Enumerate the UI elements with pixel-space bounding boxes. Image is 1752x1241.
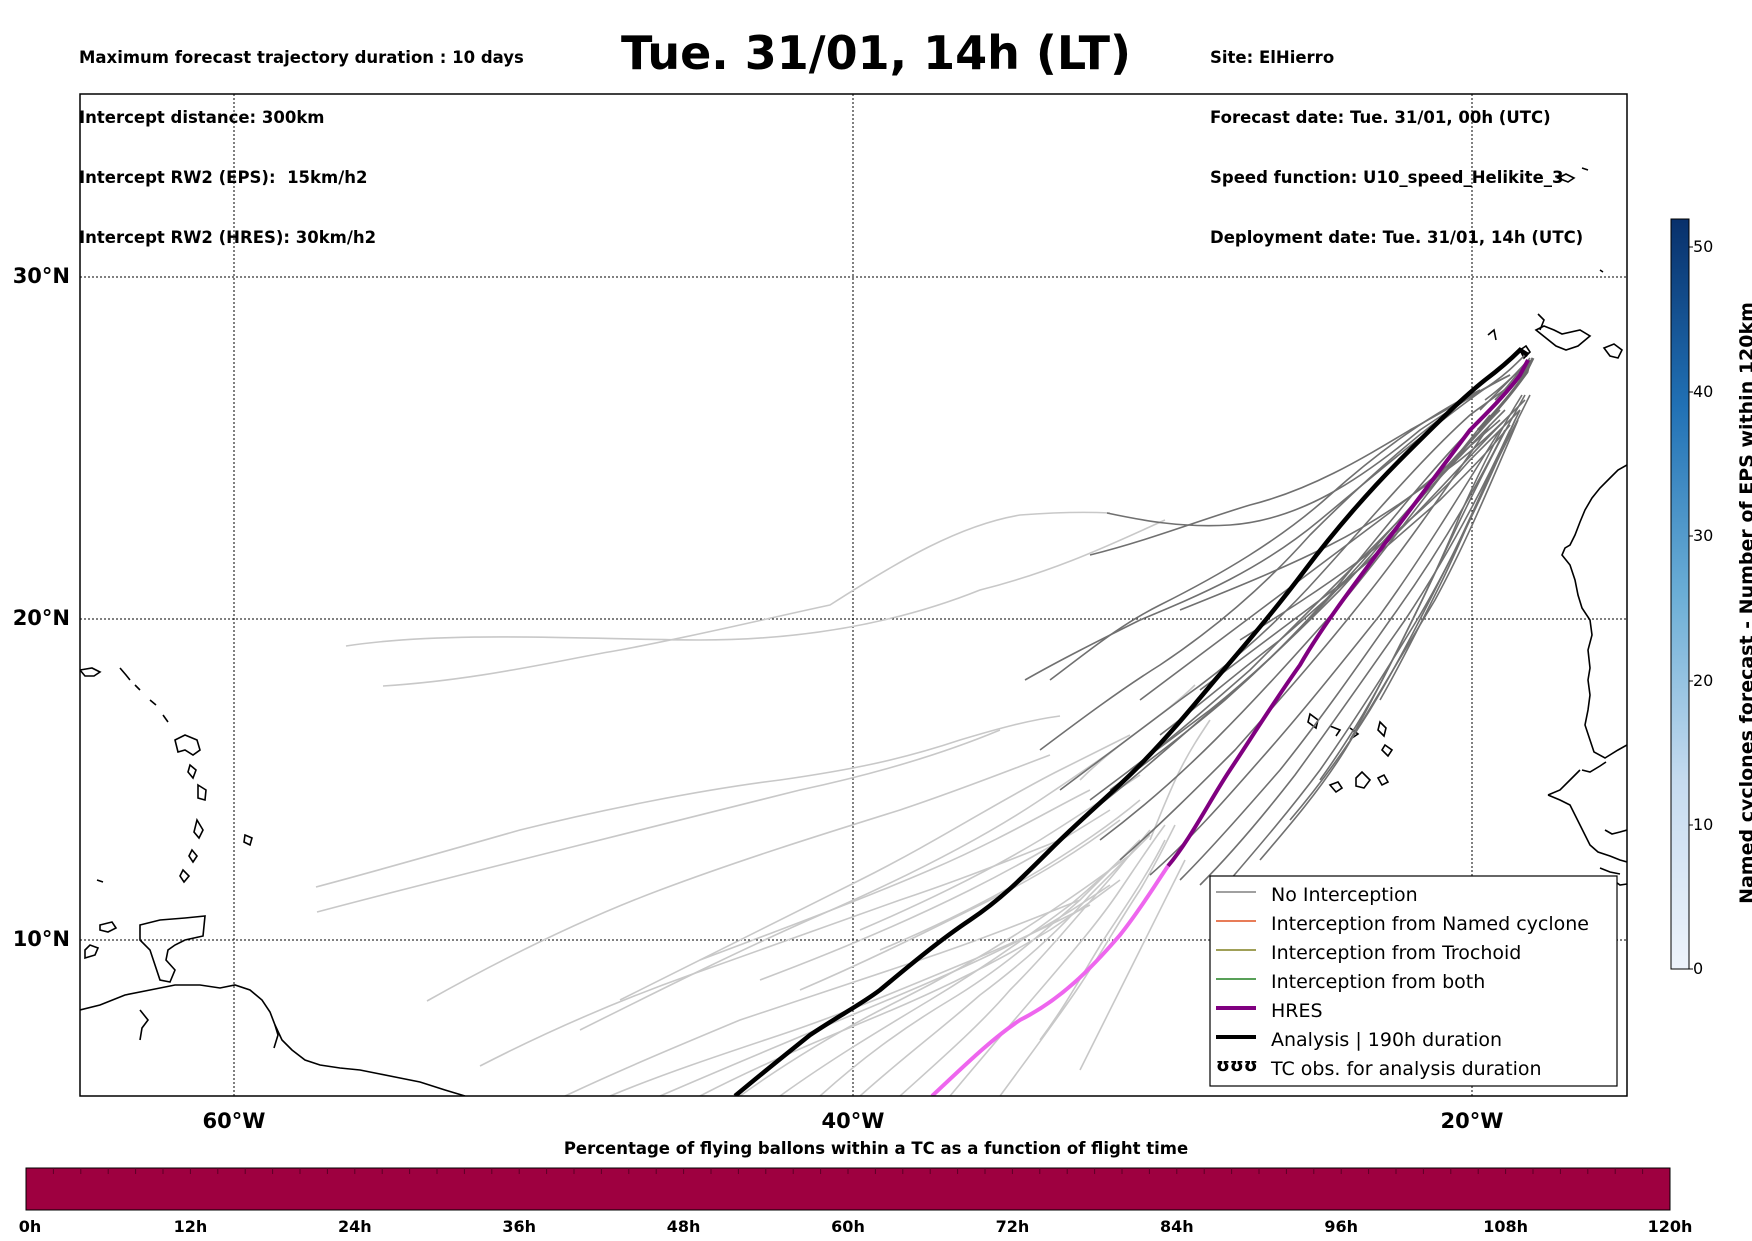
header-left-line-2: Intercept distance: 300km [79,108,325,127]
page-title: Tue. 31/01, 14h (LT) [621,26,1131,80]
bottom-tick-0h: 0h [18,1217,42,1236]
lon-label-20w: 20°W [1440,1109,1504,1133]
bottom-tick-108h: 108h [1483,1217,1528,1236]
lat-label-20: 20°N [12,606,70,630]
header-right-line-2: Forecast date: Tue. 31/01, 00h (UTC) [1210,108,1551,127]
map-frame [79,93,1628,1097]
legend-labels: No Interception Interception from Named … [1271,881,1589,1084]
colorbar-right [1670,218,1693,970]
coastlines [80,167,1627,1096]
lon-label-40w: 40°W [821,1109,885,1133]
bottom-tick-96h: 96h [1324,1217,1359,1236]
colorbar-title: Named cyclones forecast - Number of EPS … [1736,302,1752,904]
hres-trajectory-late [930,864,1170,1096]
lat-label-10: 10°N [12,927,70,951]
legend-named-cyclone: Interception from Named cyclone [1271,913,1589,935]
header-left-line-3: Intercept RW2 (EPS): 15km/h2 [79,168,368,187]
bottom-tick-84h: 84h [1159,1217,1194,1236]
bottom-tick-48h: 48h [666,1217,701,1236]
lat-label-30: 30°N [12,264,70,288]
lon-label-60w: 60°W [202,1109,266,1133]
bottom-bar-title: Percentage of flying ballons within a TC… [563,1139,1189,1158]
colorbar-tick-40: 40 [1693,382,1714,401]
legend-analysis: Analysis | 190h duration [1271,1029,1503,1051]
legend-no-interception: No Interception [1271,884,1418,906]
header-left-line-4: Intercept RW2 (HRES): 30km/h2 [79,228,377,247]
bottom-tick-24h: 24h [337,1217,372,1236]
trajectories-light [315,511,1211,1096]
trajectories-dark [1024,354,1531,886]
bottom-tick-72h: 72h [995,1217,1030,1236]
bottom-bar [25,1167,1671,1211]
header-right: Site: ElHierro Forecast date: Tue. 31/01… [1210,8,1583,268]
legend-trochoid: Interception from Trochoid [1271,942,1522,964]
tc-symbol-icon: ʊʊʊ [1216,1055,1258,1076]
legend-both: Interception from both [1271,971,1486,993]
legend-tc-obs: TC obs. for analysis duration [1271,1058,1542,1080]
bottom-tick-36h: 36h [502,1217,537,1236]
header-left: Maximum forecast trajectory duration : 1… [79,8,524,268]
bottom-tick-12h: 12h [173,1217,208,1236]
header-left-line-1: Maximum forecast trajectory duration : 1… [79,48,524,67]
colorbar-tick-50: 50 [1693,237,1714,256]
hres-trajectory-early [1166,359,1530,868]
bottom-tick-120h: 120h [1647,1217,1693,1236]
legend-hres: HRES [1271,1000,1323,1022]
analysis-trajectory [733,347,1530,1096]
colorbar-tick-20: 20 [1693,671,1714,690]
legend [1209,875,1618,1087]
bottom-tick-60h: 60h [831,1217,865,1236]
colorbar-tick-10: 10 [1693,815,1714,834]
header-right-line-3: Speed function: U10_speed_Helikite_3 [1210,168,1564,187]
header-right-line-4: Deployment date: Tue. 31/01, 14h (UTC) [1210,228,1584,247]
colorbar-tick-0: 0 [1693,959,1704,978]
header-right-line-1: Site: ElHierro [1210,48,1335,67]
colorbar-tick-30: 30 [1693,526,1714,545]
